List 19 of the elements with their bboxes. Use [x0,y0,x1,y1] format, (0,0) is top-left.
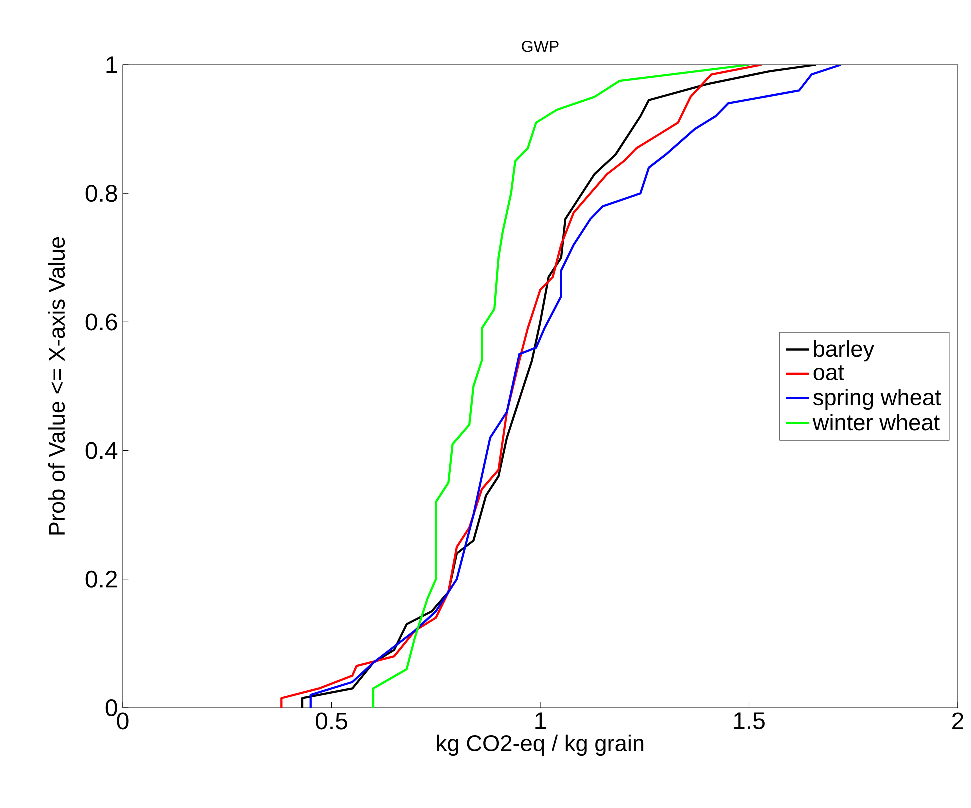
x-tick-label: 0.5 [316,712,348,730]
y-tick-label: 0.8 [86,185,118,202]
y-tick-label: 1 [106,56,118,74]
legend-label: spring wheat [814,388,942,410]
y-axis-title: Prob of Value <= X-axis Value [48,237,66,535]
line-series [372,65,750,708]
x-tick-label: 2 [952,712,964,730]
legend-label: barley [814,340,875,362]
x-tick-label: 1 [536,712,546,730]
y-tick-label: 0.4 [86,442,118,460]
x-tick-label: 1.5 [734,712,765,730]
legend-label: winter wheat [812,414,940,431]
chart-title: GWP [522,40,559,52]
legend-label: oat [814,366,844,381]
x-axis-title: kg CO2-eq / kg grain [437,734,644,756]
y-tick-label: 0 [106,699,118,716]
y-tick-label: 0.2 [86,570,118,588]
x-tick-label: 0 [117,712,129,730]
y-tick-label: 0.6 [86,314,118,331]
